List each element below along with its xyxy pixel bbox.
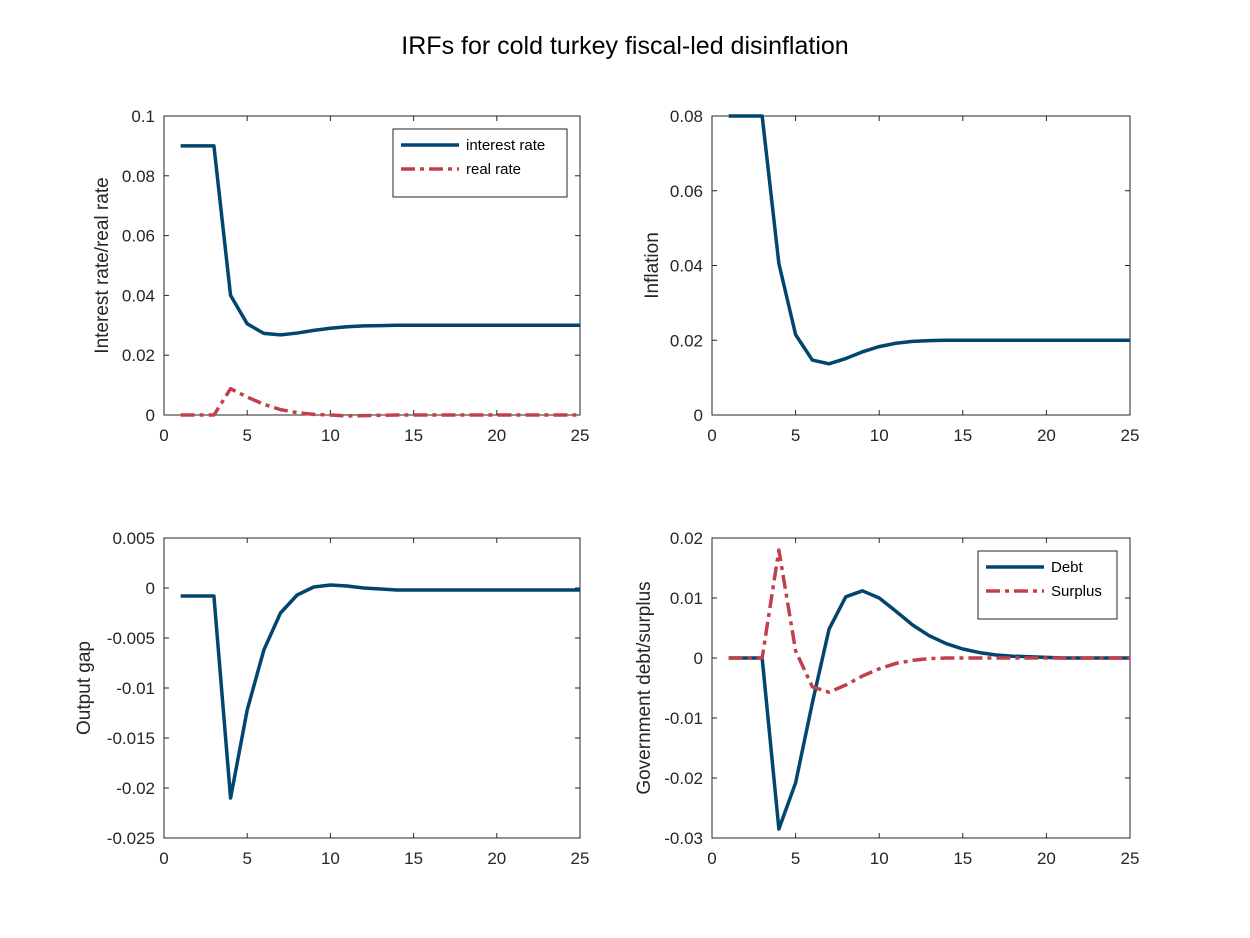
y-tick-label: 0.02 [670,529,703,548]
series-line-surplus [728,548,1130,694]
x-tick-label: 25 [1121,849,1140,868]
y-tick-label: -0.025 [107,829,155,848]
x-tick-label: 15 [404,849,423,868]
panel-inflation: 0 5 10 15 20 25 0 0.02 0.04 0.06 0.08 Inflation [642,107,1139,445]
panel-output-gap: 0 5 10 15 20 25 -0.025 -0.02 -0.015 -0.01 -0.005 0 0… [74,529,589,868]
x-tick-label: 5 [242,849,251,868]
x-tick-label: 10 [321,426,340,445]
y-tick-label: 0.08 [122,167,155,186]
y-tick-label: 0 [694,649,703,668]
x-tick-label: 5 [791,426,800,445]
x-tick-label: 20 [1037,426,1056,445]
x-tick-label: 25 [571,849,590,868]
y-tick-label: -0.02 [116,779,155,798]
y-tick-label: 0.005 [112,529,155,548]
y-tick-label: 0 [146,579,155,598]
axes-frame [711,115,1131,416]
y-tick-label: -0.02 [664,769,703,788]
legend-label-real-rate: real rate [466,161,521,178]
series-line-debt [728,589,1130,831]
series-line-real-rate [180,386,580,418]
figure-title: IRFs for cold turkey fiscal-led disinfla… [401,32,849,60]
legend: Debt Surplus [977,550,1118,620]
y-tick-label: 0.02 [122,346,155,365]
legend-label-debt: Debt [1051,559,1084,576]
y-tick-label: -0.01 [664,709,703,728]
x-tick-label: 5 [791,849,800,868]
x-tick-label: 15 [953,426,972,445]
y-tick-label: 0.04 [670,257,703,276]
y-axis-label: Government debt/surplus [634,581,655,794]
x-tick-label: 20 [1037,849,1056,868]
y-tick-label: 0.04 [122,286,155,305]
y-tick-label: 0.08 [670,107,703,126]
panel-interest-rates: 0 5 10 15 20 25 0 0.02 0.04 0.06 0.08 0.1 Interest r… [92,107,589,445]
y-tick-label: 0.01 [670,589,703,608]
x-tick-label: 10 [870,849,889,868]
y-tick-label: 0 [694,406,703,425]
panel-debt-surplus: 0 5 10 15 20 25 -0.03 -0.02 -0.01 0 0.01 0.02 Govern… [634,529,1139,868]
x-tick-label: 15 [404,426,423,445]
y-tick-label: 0.02 [670,331,703,350]
axes-frame [711,537,1131,839]
series-line-series-0 [728,114,1130,366]
x-tick-label: 10 [321,849,340,868]
series-line-series-0 [180,583,580,800]
y-tick-label: -0.015 [107,729,155,748]
y-tick-label: 0.06 [670,182,703,201]
axes-frame [163,537,581,839]
legend-label-surplus: Surplus [1051,583,1102,600]
y-tick-label: 0.1 [131,107,155,126]
y-tick-label: -0.01 [116,679,155,698]
axes-frame [163,115,581,416]
y-tick-label: 0 [146,406,155,425]
y-axis-label: Inflation [642,232,663,299]
x-tick-label: 25 [571,426,590,445]
x-tick-label: 20 [487,849,506,868]
y-axis-label: Interest rate/real rate [92,177,113,353]
x-tick-label: 5 [242,426,251,445]
x-tick-label: 0 [159,849,168,868]
y-tick-label: -0.005 [107,629,155,648]
y-tick-label: 0.06 [122,227,155,246]
y-axis-label: Output gap [74,641,95,735]
x-tick-label: 10 [870,426,889,445]
x-tick-label: 0 [707,426,716,445]
x-tick-label: 15 [953,849,972,868]
x-tick-label: 25 [1121,426,1140,445]
legend-label-interest-rate: interest rate [466,137,545,154]
x-tick-label: 0 [707,849,716,868]
series-line-interest-rate [180,144,580,337]
legend: interest rate real rate [392,128,568,198]
x-tick-label: 20 [487,426,506,445]
x-tick-label: 0 [159,426,168,445]
y-tick-label: -0.03 [664,829,703,848]
